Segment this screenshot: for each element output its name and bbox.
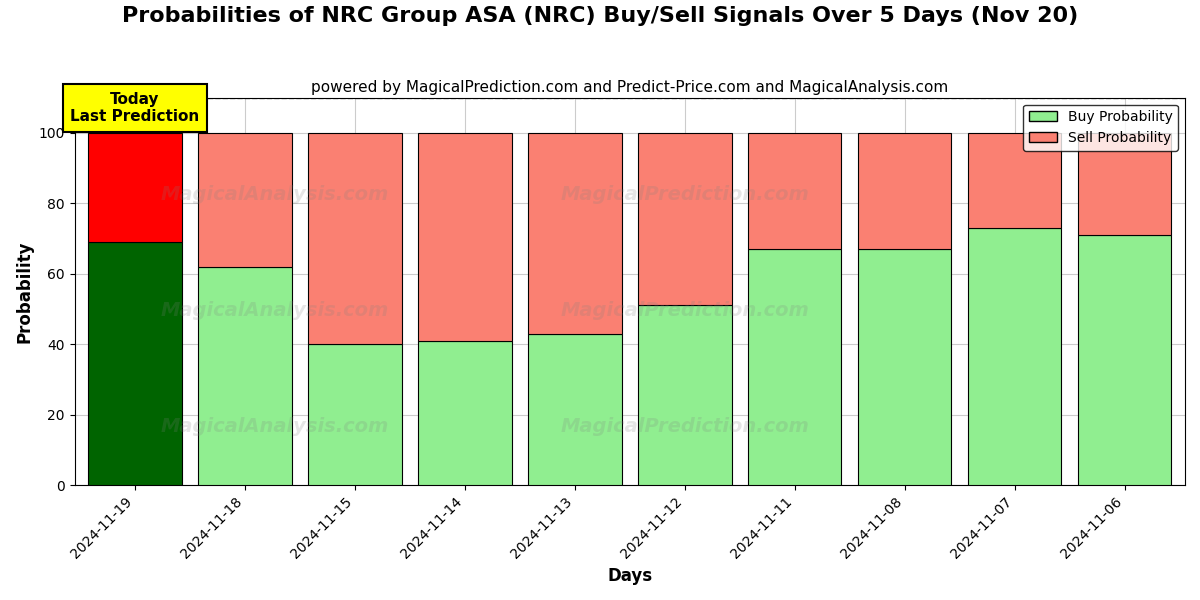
Text: MagicalPrediction.com: MagicalPrediction.com xyxy=(560,301,810,320)
Text: Today
Last Prediction: Today Last Prediction xyxy=(71,92,199,124)
Bar xyxy=(748,249,841,485)
Title: powered by MagicalPrediction.com and Predict-Price.com and MagicalAnalysis.com: powered by MagicalPrediction.com and Pre… xyxy=(311,80,948,95)
Bar xyxy=(638,305,732,485)
Bar xyxy=(968,228,1061,485)
Legend: Buy Probability, Sell Probability: Buy Probability, Sell Probability xyxy=(1024,104,1178,151)
Bar xyxy=(308,133,402,344)
Bar xyxy=(968,133,1061,228)
Bar xyxy=(89,242,182,485)
Bar xyxy=(638,133,732,305)
Text: MagicalAnalysis.com: MagicalAnalysis.com xyxy=(161,185,389,204)
Bar xyxy=(89,133,182,242)
Bar xyxy=(528,334,622,485)
Bar xyxy=(419,341,511,485)
Bar xyxy=(858,133,952,249)
Text: MagicalAnalysis.com: MagicalAnalysis.com xyxy=(161,418,389,436)
Y-axis label: Probability: Probability xyxy=(16,240,34,343)
Text: MagicalPrediction.com: MagicalPrediction.com xyxy=(560,418,810,436)
Text: MagicalPrediction.com: MagicalPrediction.com xyxy=(560,185,810,204)
Bar xyxy=(198,266,292,485)
Bar xyxy=(528,133,622,334)
X-axis label: Days: Days xyxy=(607,567,653,585)
Bar xyxy=(748,133,841,249)
Bar xyxy=(419,133,511,341)
Bar xyxy=(1078,133,1171,235)
Bar xyxy=(198,133,292,266)
Bar xyxy=(858,249,952,485)
Text: MagicalAnalysis.com: MagicalAnalysis.com xyxy=(161,301,389,320)
Text: Probabilities of NRC Group ASA (NRC) Buy/Sell Signals Over 5 Days (Nov 20): Probabilities of NRC Group ASA (NRC) Buy… xyxy=(122,6,1078,26)
Bar xyxy=(308,344,402,485)
Bar xyxy=(1078,235,1171,485)
